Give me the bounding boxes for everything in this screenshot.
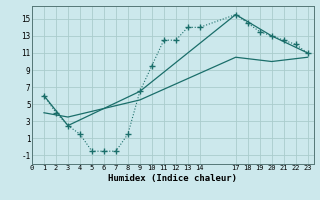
X-axis label: Humidex (Indice chaleur): Humidex (Indice chaleur) (108, 174, 237, 183)
